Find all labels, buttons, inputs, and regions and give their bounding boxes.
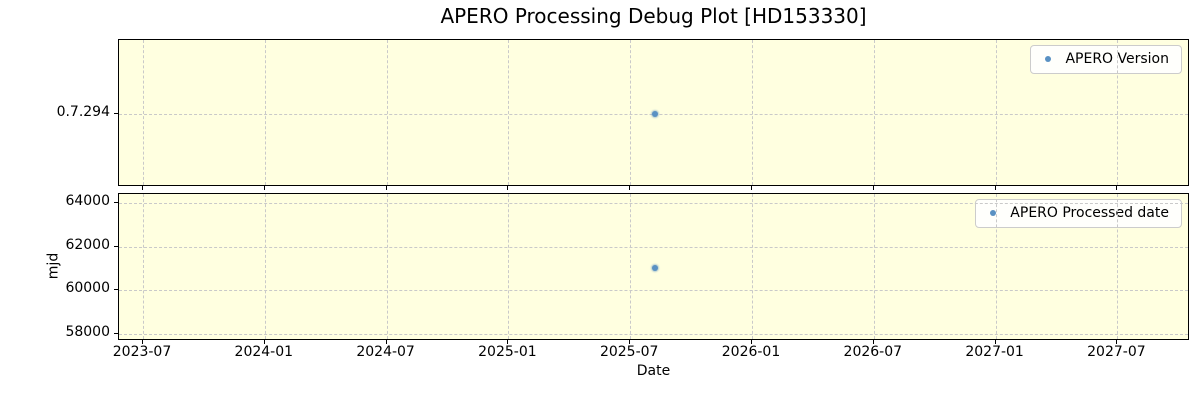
x-tick-label: 2026-01 [721,344,781,360]
x-tick-mark [994,340,996,344]
y-tick-label-mjd: 62000 [65,236,110,253]
x-tick-mark [263,186,265,190]
x-tick-mark [142,340,143,344]
x-tick-label: 2026-07 [843,344,903,360]
y-tick-label-mjd: 64000 [65,192,110,209]
x-gridline [873,194,875,339]
x-axis-label: Date [636,363,671,379]
legend-apero-version: APERO Version [1030,45,1182,74]
y-tick-label-mjd: 60000 [65,280,110,297]
x-gridline [386,194,388,339]
x-tick-mark [872,340,874,344]
x-gridline [630,40,632,185]
x-gridline [1117,194,1119,339]
x-tick-mark [751,340,752,344]
x-tick-mark [507,340,509,344]
x-gridline [508,194,510,339]
x-gridline [264,194,266,339]
x-tick-label: 2027-01 [965,344,1024,360]
x-tick-label: 2027-07 [1087,344,1146,360]
x-tick-mark [1116,340,1118,344]
x-tick-mark [629,340,631,344]
legend-label-apero-version: APERO Version [1065,51,1169,67]
x-gridline [1117,40,1119,185]
x-gridline [752,40,753,185]
y-gridline [119,246,1188,248]
x-gridline [143,40,144,185]
x-tick-mark [751,186,752,190]
y-tick-mark [114,201,118,203]
x-gridline [264,40,266,185]
x-gridline [995,40,997,185]
y-tick-label-mjd: 58000 [65,323,110,340]
plot-title: APERO Processing Debug Plot [HD153330] [440,4,867,28]
x-tick-mark [142,186,143,190]
y-gridline [119,202,1188,204]
x-tick-mark [1116,186,1118,190]
legend-marker-icon [1045,56,1052,63]
data-point-apero-version [652,110,659,117]
x-tick-mark [994,186,996,190]
x-tick-mark [872,186,874,190]
x-tick-mark [263,340,265,344]
legend-marker-icon [990,210,997,217]
legend-label-apero-processed-date: APERO Processed date [1010,205,1169,221]
y-tick-label-version: 0.7.294 [56,103,110,120]
axes-apero-version: APERO Version [118,39,1189,186]
y-tick-mark [114,289,118,291]
y-axis-label-mjd: mjd [45,252,62,280]
y-tick-mark [114,245,118,247]
x-gridline [386,40,388,185]
y-gridline [119,290,1188,292]
x-tick-label: 2023-07 [112,344,172,360]
axes-apero-processed-date: APERO Processed date [118,193,1189,340]
x-gridline [508,40,510,185]
y-tick-mark [114,112,118,114]
x-gridline [630,194,632,339]
x-tick-mark [385,340,387,344]
x-tick-mark [629,186,631,190]
data-point-apero-processed-date [652,265,659,272]
x-gridline [752,194,753,339]
x-tick-label: 2024-07 [356,344,415,360]
x-gridline [143,194,144,339]
x-tick-label: 2024-01 [234,344,294,360]
x-tick-mark [507,186,509,190]
y-gridline [119,333,1188,335]
x-tick-label: 2025-07 [599,344,659,360]
x-gridline [995,194,997,339]
x-tick-mark [385,186,387,190]
y-tick-mark [114,332,118,334]
x-gridline [873,40,875,185]
x-tick-label: 2025-01 [478,344,537,360]
